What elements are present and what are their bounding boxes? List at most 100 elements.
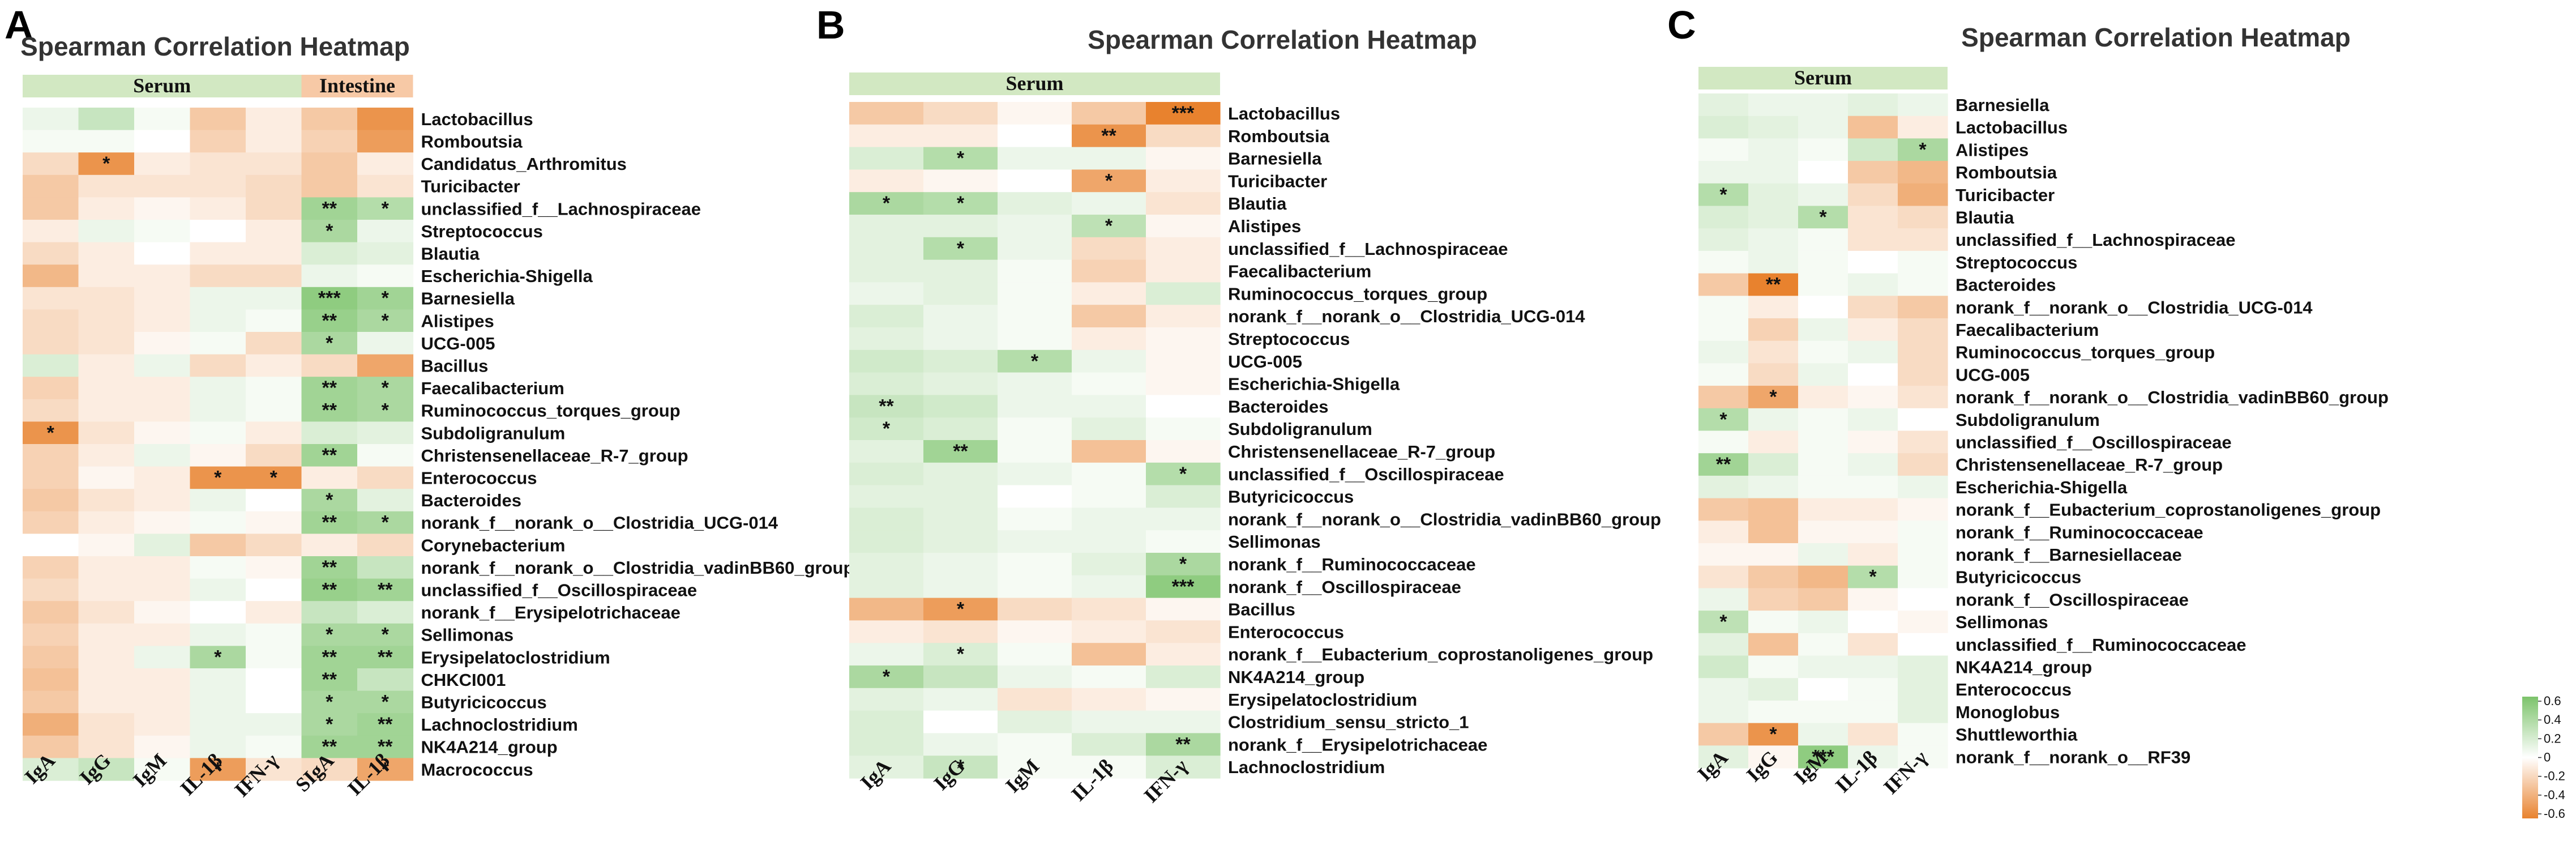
- panel-b-cell: [1072, 102, 1146, 125]
- panel-b-cell: [1146, 192, 1221, 215]
- panel-c-cell: [1798, 363, 1848, 386]
- panel-a-cell: [357, 489, 414, 512]
- panel-b-cell: [923, 643, 998, 666]
- panel-b-cell: [1146, 462, 1221, 486]
- panel-b-cell: [1072, 327, 1146, 351]
- panel-a-cell: [78, 556, 135, 579]
- panel-a-cell: [23, 174, 79, 198]
- panel-c-cell: [1798, 228, 1848, 251]
- panel-a-cell: [190, 690, 246, 714]
- panel-a-significance-mark: *: [382, 624, 390, 646]
- panel-a-significance-mark: ***: [318, 288, 341, 309]
- panel-c-row-label: Turicibacter: [1955, 185, 2055, 205]
- panel-c-cell: [1798, 430, 1848, 454]
- panel-c-cell: [1898, 318, 1948, 342]
- panel-c-cell: [1748, 116, 1799, 139]
- panel-c-significance-mark: *: [1719, 184, 1727, 206]
- panel-c-row-label: Romboutsia: [1955, 163, 2057, 182]
- panel-a-cell: [134, 242, 191, 265]
- panel-a-cell: [357, 399, 414, 422]
- panel-c-cell: [1698, 611, 1749, 634]
- panel-a-cell: [246, 623, 302, 646]
- panel-a-cell: [134, 421, 191, 445]
- panel-c-cell: [1798, 273, 1848, 296]
- panel-c-cell: [1698, 678, 1749, 701]
- panel-c-cell: [1898, 430, 1948, 454]
- panel-b-cell: [849, 124, 924, 148]
- panel-a-significance-mark: *: [326, 332, 333, 354]
- panel-c-row-label: Barnesiella: [1955, 95, 2049, 115]
- panel-a-row-label: Lactobacillus: [421, 109, 533, 129]
- panel-a-cell: [357, 578, 414, 601]
- panel-a-row-label: NK4A214_group: [421, 737, 558, 757]
- panel-c-cell: [1848, 565, 1898, 588]
- panel-b-cell: [1146, 507, 1221, 531]
- panel-c-cell: [1698, 206, 1749, 229]
- panel-a-cell: [246, 174, 302, 198]
- panel-c-cell: [1798, 386, 1848, 409]
- panel-b-cell: [923, 575, 998, 599]
- panel-b-cell: [1146, 395, 1221, 418]
- panel-a-row-label: norank_f__norank_o__Clostridia_UCG-014: [421, 513, 778, 533]
- panel-a-cell: [190, 264, 246, 288]
- panel-a-group-header-serum: [23, 75, 302, 97]
- panel-b-significance-mark: **: [953, 441, 968, 462]
- panel-a-cell: [134, 309, 191, 332]
- panel-c-cell: [1748, 138, 1799, 161]
- panel-a-cell: [78, 309, 135, 332]
- panel-a-cell: [78, 332, 135, 355]
- panel-a-cell: [78, 646, 135, 669]
- panel-b-row-label: Faecalibacterium: [1228, 262, 1371, 281]
- panel-c-cell: [1798, 250, 1848, 274]
- panel-c-row-label: norank_f__norank_o__Clostridia_vadinBB60…: [1955, 387, 2389, 407]
- panel-a-cell: [301, 197, 358, 220]
- panel-c-cell: [1848, 363, 1898, 386]
- panel-b-row-label: norank_f__Eubacterium_coprostanoligenes_…: [1228, 645, 1653, 664]
- panel-a-cell: [301, 444, 358, 467]
- panel-a-significance-mark: *: [214, 758, 222, 780]
- panel-a-row-label: Streptococcus: [421, 221, 543, 241]
- panel-a-row-label: unclassified_f__Oscillospiraceae: [421, 580, 698, 600]
- panel-b-cell: [923, 169, 998, 193]
- panel-a-significance-mark: *: [382, 288, 390, 309]
- panel-b-group-header-serum: [849, 72, 1220, 95]
- colorbar-tick-label: 0.4: [2544, 713, 2561, 727]
- panel-a-cell: [134, 713, 191, 736]
- panel-b-cell: [1146, 620, 1221, 643]
- panel-b-cell: [1072, 215, 1146, 238]
- panel-c-cell: [1848, 161, 1898, 184]
- colorbar-tick-label: 0: [2544, 750, 2551, 765]
- panel-c-cell: [1698, 228, 1749, 251]
- panel-b-cell: [849, 553, 924, 576]
- panel-b-cell: [998, 598, 1072, 621]
- panel-b-cell: [998, 710, 1072, 733]
- panel-c-cell: [1848, 678, 1898, 701]
- panel-c-cell: [1848, 183, 1898, 207]
- panel-a-cell: [23, 242, 79, 265]
- panel-a-cell: [357, 130, 414, 153]
- panel-c-cell: [1748, 296, 1799, 319]
- panel-c-row-label: Escherichia-Shigella: [1955, 477, 2128, 497]
- panel-a-cell: [78, 108, 135, 131]
- panel-c-cell: [1698, 93, 1749, 117]
- panel-a-cell: [301, 534, 358, 557]
- panel-a-cell: [357, 444, 414, 467]
- panel-c-cell: [1798, 611, 1848, 634]
- panel-a-cell: [190, 646, 246, 669]
- panel-a-significance-mark: **: [322, 669, 337, 690]
- panel-a-cell: [301, 377, 358, 400]
- panel-a-cell: [134, 556, 191, 579]
- panel-a-cell: [246, 466, 302, 489]
- panel-a-significance-mark: **: [378, 579, 393, 600]
- panel-a-cell: [190, 242, 246, 265]
- panel-a-significance-mark: *: [382, 377, 390, 399]
- panel-c-cell: [1798, 340, 1848, 364]
- panel-b-cell: [1146, 733, 1221, 756]
- panel-c-cell: [1748, 340, 1799, 364]
- panel-b-cell: [849, 688, 924, 711]
- panel-a-cell: [246, 534, 302, 557]
- panel-a-cell: [357, 332, 414, 355]
- panel-b-cell: [1146, 665, 1221, 689]
- panel-b-letter: B: [816, 3, 845, 47]
- panel-c-cell: [1698, 633, 1749, 656]
